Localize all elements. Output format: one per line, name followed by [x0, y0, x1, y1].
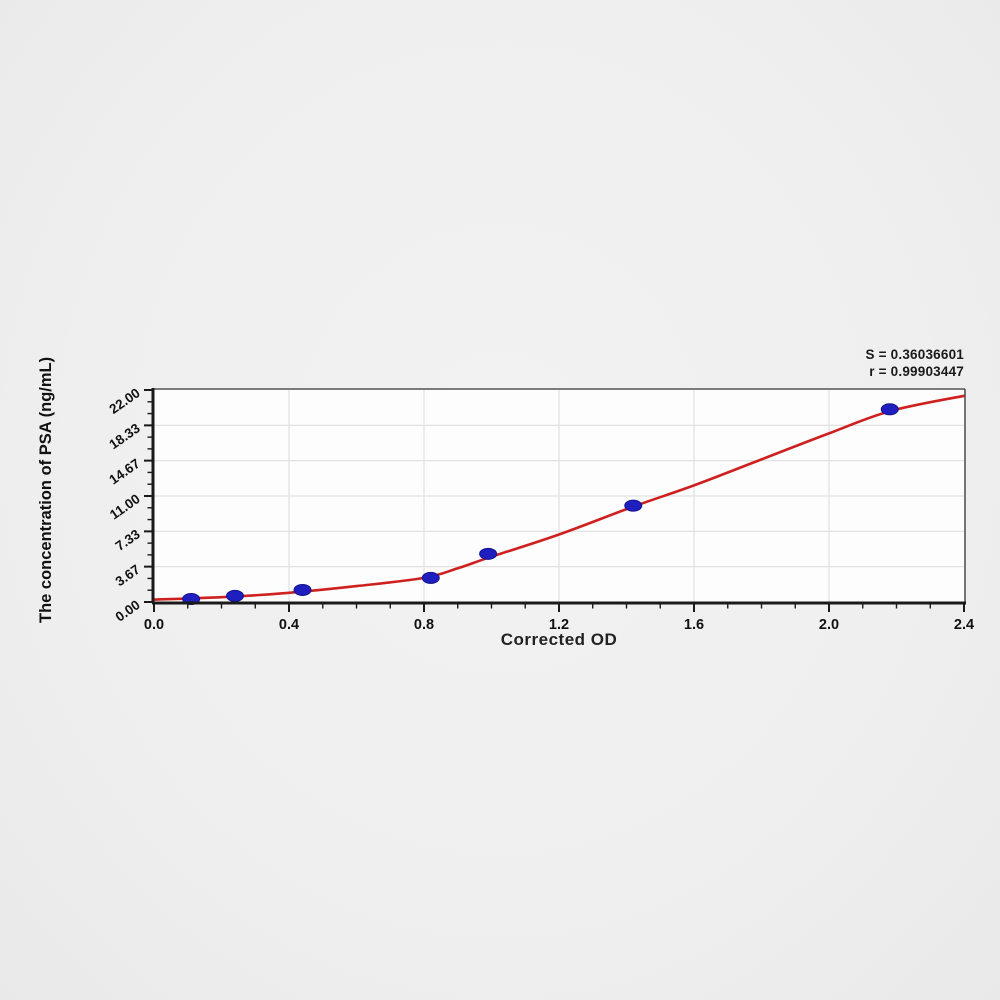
svg-text:0.4: 0.4	[279, 617, 299, 633]
axis-ticks	[144, 389, 965, 612]
data-points	[182, 403, 899, 606]
data-point	[421, 571, 440, 584]
y-axis-title: The concentration of PSA (ng/mL)	[37, 356, 55, 623]
fit-statistics: S = 0.36036601 r = 0.99903447	[865, 346, 964, 380]
svg-text:0.0: 0.0	[144, 617, 164, 633]
svg-text:1.2: 1.2	[549, 617, 569, 633]
data-point	[226, 589, 244, 602]
svg-text:18.33: 18.33	[106, 420, 143, 452]
x-axis-title: Corrected OD	[500, 630, 618, 649]
x-tick-labels: 0.0 0.4 0.8 1.2 1.6 2.0 2.4	[144, 617, 974, 633]
data-point	[624, 499, 643, 512]
gridlines	[154, 390, 964, 602]
svg-text:11.00: 11.00	[107, 491, 143, 522]
data-point	[293, 583, 312, 596]
plot-frame	[151, 388, 966, 605]
data-point	[479, 547, 498, 560]
r-value-label: r = 0.99903447	[869, 364, 964, 379]
svg-text:0.00: 0.00	[113, 597, 143, 624]
svg-text:0.8: 0.8	[414, 617, 434, 633]
data-point	[880, 403, 899, 416]
s-value-label: S = 0.36036601	[865, 347, 964, 362]
svg-text:14.67: 14.67	[106, 456, 142, 488]
svg-text:2.0: 2.0	[819, 617, 839, 633]
svg-text:2.4: 2.4	[954, 617, 974, 633]
svg-text:3.67: 3.67	[113, 562, 143, 589]
svg-text:22.00: 22.00	[106, 385, 142, 417]
svg-text:1.6: 1.6	[684, 617, 704, 633]
fit-curve-line	[152, 394, 966, 601]
svg-text:7.33: 7.33	[113, 526, 144, 554]
